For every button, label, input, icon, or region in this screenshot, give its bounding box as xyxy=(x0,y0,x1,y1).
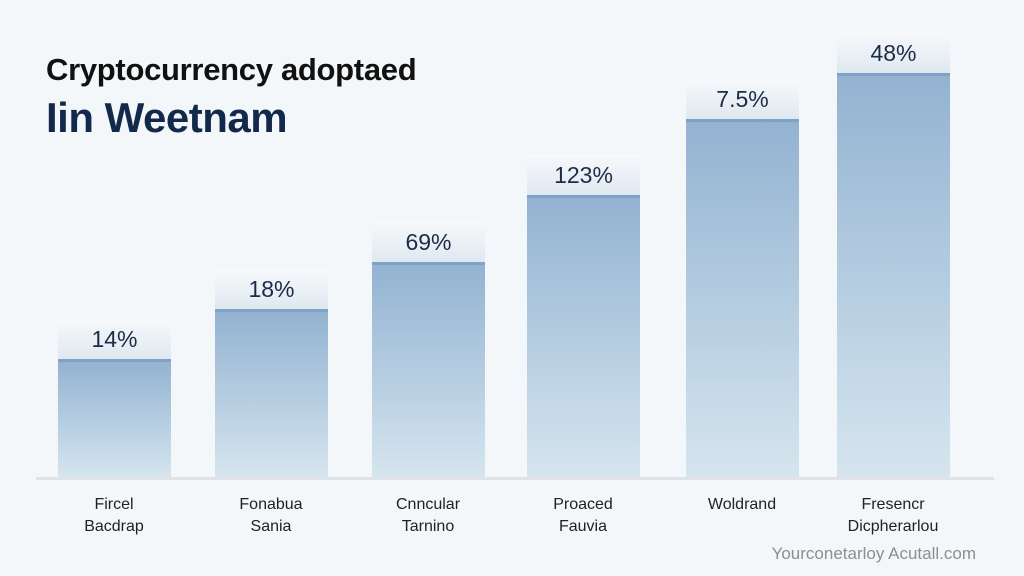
category-label-line: Tarnino xyxy=(401,518,455,535)
data-label: 48% xyxy=(837,33,950,73)
category-label: Cnncular Tarnino xyxy=(348,494,508,538)
bar xyxy=(215,309,328,477)
data-label: 18% xyxy=(215,269,328,309)
category-label-line: Proaced xyxy=(553,496,613,513)
category-label-line: Woldrand xyxy=(707,496,777,513)
category-label: Proaced Fauvia xyxy=(503,494,663,538)
category-label-line: Fircel xyxy=(94,496,134,513)
data-label: 123% xyxy=(527,155,640,195)
data-label: 14% xyxy=(58,319,171,359)
category-label: Fresencr Dicpherarlou xyxy=(813,494,973,538)
category-label: Fircel Bacdrap xyxy=(34,494,194,538)
category-label-line: Sania xyxy=(250,518,292,535)
category-label-line: Fresencr xyxy=(861,496,925,513)
category-label-line: Cnncular xyxy=(395,496,461,513)
bar xyxy=(837,73,950,477)
chart-title: Cryptocurrency adoptaed xyxy=(46,52,417,87)
bar xyxy=(527,195,640,477)
category-label: Woldrand xyxy=(662,494,822,516)
category-label-line: Bacdrap xyxy=(84,518,144,535)
data-label: 7.5% xyxy=(686,79,799,119)
chart-subtitle: Iin Weetnam xyxy=(46,94,288,141)
category-label-line: Fonabua xyxy=(239,496,303,513)
category-label: Fonabua Sania xyxy=(191,494,351,538)
bar xyxy=(58,359,171,477)
source-credit: Yourconetarloy Acutall.com xyxy=(771,544,976,563)
category-label-line: Dicpherarlou xyxy=(847,518,939,535)
category-label-line: Fauvia xyxy=(558,518,608,535)
data-label: 69% xyxy=(372,222,485,262)
bar xyxy=(372,262,485,477)
bar xyxy=(686,119,799,477)
x-axis-baseline xyxy=(36,477,994,480)
